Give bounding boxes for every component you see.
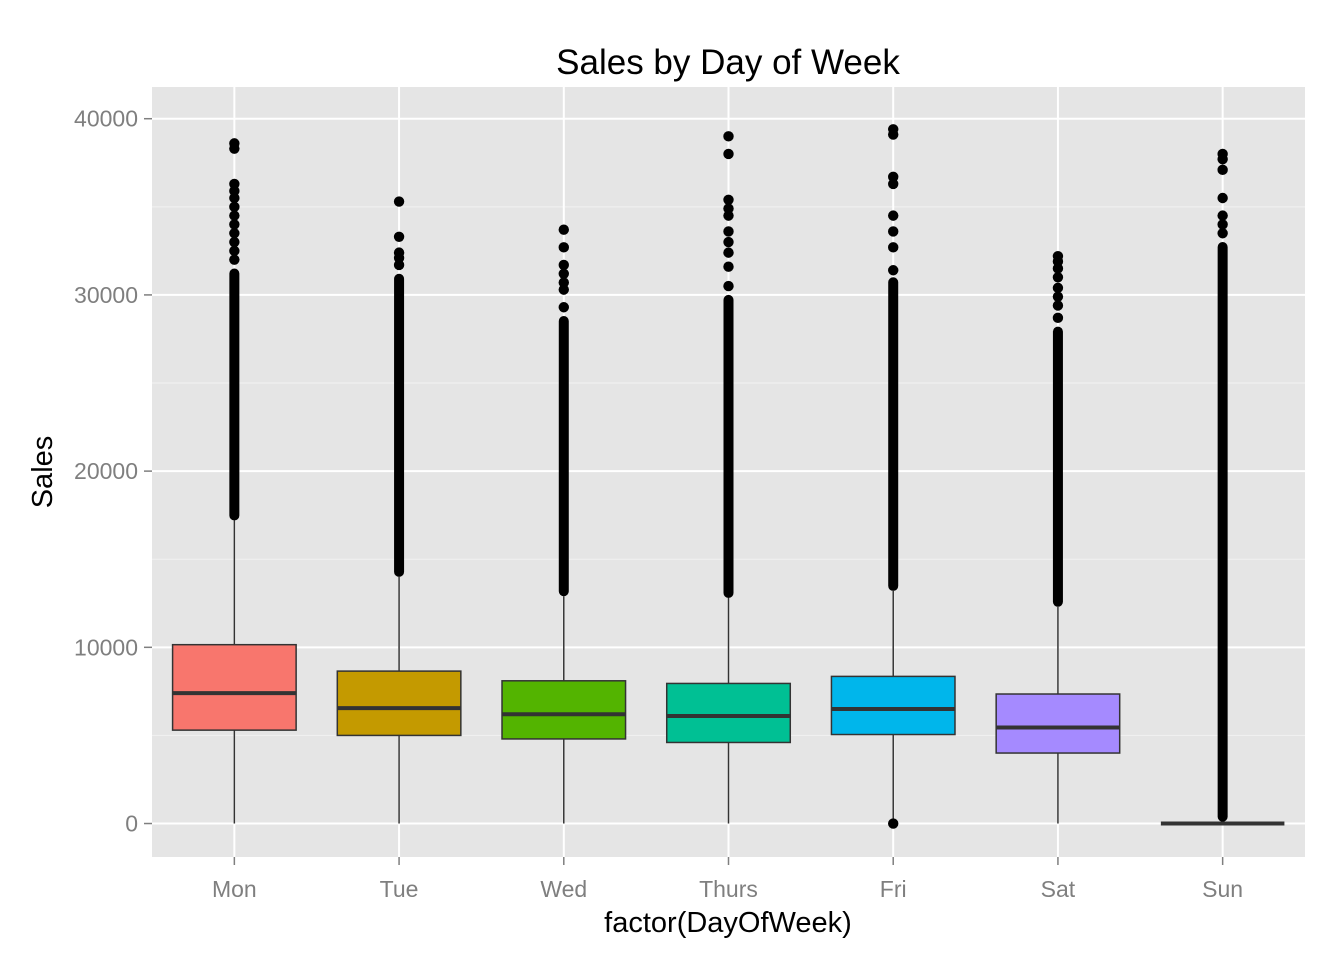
outlier-points-dense bbox=[558, 316, 569, 597]
y-tick-label: 40000 bbox=[74, 106, 138, 132]
outlier-point bbox=[723, 226, 734, 237]
outlier-point bbox=[1217, 192, 1228, 204]
y-tick-label: 30000 bbox=[74, 282, 138, 308]
outlier-point bbox=[888, 818, 899, 829]
iqr-box bbox=[501, 680, 627, 740]
y-tick-label: 0 bbox=[125, 811, 138, 837]
box-fri bbox=[830, 124, 956, 829]
outlier-points-dense bbox=[723, 294, 734, 598]
outlier-point bbox=[1052, 272, 1064, 283]
x-axis: Mon Tue Wed Thurs Fri Sat Sun bbox=[212, 857, 1243, 902]
outlier-point bbox=[229, 254, 240, 265]
box-sat bbox=[995, 250, 1121, 824]
outlier-point bbox=[393, 247, 405, 258]
outlier-point bbox=[723, 261, 734, 272]
x-tick-label: Sun bbox=[1202, 876, 1243, 902]
outlier-points-dense bbox=[1052, 326, 1063, 607]
outlier-point bbox=[229, 236, 240, 248]
outlier-point bbox=[229, 219, 240, 230]
box-sun bbox=[1160, 148, 1285, 826]
iqr-box bbox=[665, 682, 792, 744]
outlier-point bbox=[888, 124, 899, 135]
iqr-box bbox=[336, 670, 462, 737]
outlier-point bbox=[888, 265, 899, 276]
outlier-point bbox=[229, 245, 240, 257]
chart-marks bbox=[171, 124, 1285, 829]
outlier-point bbox=[1052, 300, 1064, 311]
x-tick-label: Tue bbox=[380, 876, 419, 902]
x-tick-label: Thurs bbox=[699, 876, 758, 902]
x-tick-label: Sat bbox=[1041, 876, 1076, 902]
outlier-point bbox=[558, 224, 569, 235]
outlier-points-dense bbox=[229, 268, 240, 521]
outlier-point bbox=[229, 138, 240, 149]
outlier-point bbox=[1052, 291, 1064, 302]
outlier-point bbox=[723, 203, 734, 214]
outlier-point bbox=[393, 231, 405, 242]
outlier-point bbox=[888, 171, 899, 183]
outlier-point bbox=[1052, 312, 1064, 324]
chart-title: Sales by Day of Week bbox=[556, 43, 900, 82]
outlier-point bbox=[888, 226, 899, 237]
outlier-point bbox=[229, 201, 240, 213]
outlier-point bbox=[888, 210, 899, 221]
outlier-point bbox=[558, 242, 569, 253]
outlier-point bbox=[1217, 228, 1228, 239]
outlier-point bbox=[723, 247, 734, 258]
outlier-point bbox=[229, 178, 240, 190]
y-tick-label: 20000 bbox=[74, 458, 138, 484]
outlier-point bbox=[723, 148, 734, 160]
outlier-point bbox=[1052, 250, 1064, 262]
outlier-point bbox=[1217, 164, 1228, 176]
outlier-point bbox=[723, 236, 734, 248]
outlier-points-dense bbox=[888, 277, 899, 591]
box-mon bbox=[171, 138, 297, 824]
outlier-point bbox=[558, 259, 569, 271]
y-axis: 0 10000 20000 30000 40000 bbox=[74, 106, 152, 837]
outlier-points-dense bbox=[1217, 242, 1228, 822]
outlier-point bbox=[723, 194, 734, 205]
y-axis-label: Sales bbox=[27, 436, 59, 509]
outlier-point bbox=[1217, 210, 1228, 221]
outlier-point bbox=[1217, 148, 1228, 160]
outlier-point bbox=[723, 131, 734, 142]
outlier-point bbox=[229, 228, 240, 239]
x-axis-label: factor(DayOfWeek) bbox=[604, 907, 852, 939]
outlier-point bbox=[393, 196, 405, 207]
box-thurs bbox=[665, 131, 792, 824]
x-tick-label: Mon bbox=[212, 876, 257, 902]
outlier-point bbox=[229, 210, 240, 221]
iqr-box bbox=[830, 675, 956, 736]
outlier-point bbox=[558, 302, 569, 313]
outlier-point bbox=[888, 242, 899, 253]
x-tick-label: Fri bbox=[880, 876, 907, 902]
box-tue bbox=[336, 196, 462, 824]
outlier-point bbox=[1052, 282, 1064, 294]
y-tick-label: 10000 bbox=[74, 634, 138, 660]
iqr-box bbox=[995, 693, 1121, 754]
outlier-point bbox=[1217, 219, 1228, 230]
outlier-point bbox=[723, 280, 734, 292]
x-tick-label: Wed bbox=[540, 876, 587, 902]
box-wed bbox=[501, 224, 627, 824]
outlier-points-dense bbox=[394, 273, 405, 577]
iqr-box bbox=[171, 643, 297, 731]
outlier-point bbox=[558, 277, 569, 288]
outlier-point bbox=[558, 268, 569, 279]
